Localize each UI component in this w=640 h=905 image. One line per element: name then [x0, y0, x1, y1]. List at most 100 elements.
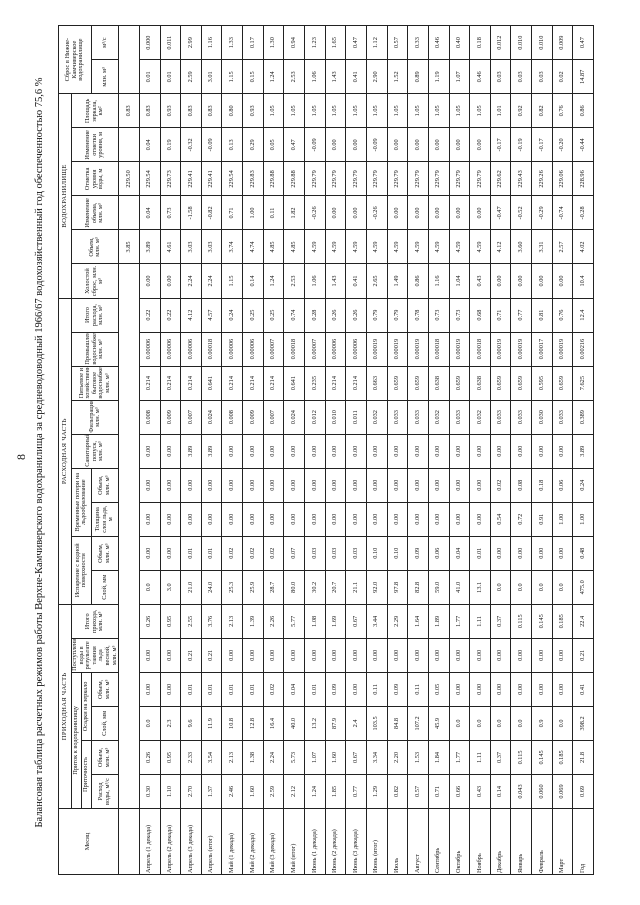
value-cell: 0.00006	[180, 332, 202, 367]
value-cell: 0.00	[407, 638, 429, 673]
value-cell: 1.19	[428, 59, 450, 94]
value-cell: 1.16	[428, 264, 450, 299]
value-cell: 13.1	[469, 570, 491, 605]
value-cell: 0.03	[325, 536, 346, 571]
value-cell: 0.00	[139, 502, 161, 537]
value-cell: 0.00	[242, 502, 264, 537]
value-cell: 21.8	[572, 740, 594, 775]
value-cell: 2.90	[366, 59, 388, 94]
value-cell: 0.033	[552, 400, 573, 435]
value-cell: 0.00	[428, 434, 450, 469]
value-cell: 0.05	[428, 672, 450, 707]
value-cell: 228.96	[572, 161, 594, 196]
value-cell: 0.00006	[221, 332, 243, 367]
value-cell: 0.00019	[449, 332, 470, 367]
table-row: Май (2 декада) 1.60 1.38 12.8 0.01 0.00 1.39 25…	[242, 25, 264, 875]
value-cell: 0.09	[325, 672, 346, 707]
value-cell: 0.00	[139, 672, 161, 707]
value-cell: -0.28	[572, 195, 594, 230]
value-cell: 0.74	[283, 298, 305, 333]
value-cell: 0.00	[428, 195, 450, 230]
value-cell: 229.62	[490, 161, 511, 196]
value-cell: 5.77	[283, 604, 305, 639]
value-cell: 1.82	[283, 195, 305, 230]
value-cell: 1.05	[469, 93, 491, 128]
value-cell: 103.5	[366, 706, 388, 741]
value-cell: 1.05	[428, 93, 450, 128]
value-cell: 0.67	[345, 740, 367, 775]
value-cell: 0.185	[552, 604, 573, 639]
value-cell: 0.00	[221, 638, 243, 673]
month-cell: Апрель (1 декада)	[139, 808, 161, 875]
value-cell: 0.00018	[283, 332, 305, 367]
value-cell: -0.09	[366, 127, 388, 162]
value-cell: 1.23	[304, 25, 326, 60]
value-cell: 0.93	[160, 93, 181, 128]
value-cell: 0.00017	[531, 332, 553, 367]
value-cell: 20.7	[325, 570, 346, 605]
table-row: Апрель (итог) 1.37 3.54 11.9 0.01 0.21 3.76 24.…	[201, 25, 222, 875]
value-cell: 0.00216	[572, 332, 594, 367]
month-cell: Январь	[510, 808, 532, 875]
value-cell: 229.79	[304, 161, 326, 196]
value-cell: 0.67	[345, 604, 367, 639]
value-cell: 0.012	[490, 25, 511, 60]
value-cell: 0.214	[160, 366, 181, 401]
value-cell: 0.00	[201, 468, 222, 503]
value-cell: 229.41	[180, 161, 202, 196]
value-cell: 0.00	[387, 638, 408, 673]
value-cell: 0.0	[552, 570, 573, 605]
value-cell: 0.01	[221, 672, 243, 707]
value-cell: 0.26	[345, 298, 367, 333]
value-cell: 1.43	[325, 264, 346, 299]
header-cell: Объем, млн. м³	[71, 229, 119, 264]
value-cell: 0.14	[490, 774, 511, 809]
value-cell: -0.20	[552, 127, 573, 162]
value-cell: -0.44	[572, 127, 594, 162]
value-cell: 0.011	[345, 400, 367, 435]
value-cell: 1.05	[304, 93, 326, 128]
value-cell: 0.659	[387, 366, 408, 401]
month-cell: Июнь (3 декада)	[345, 808, 367, 875]
value-cell: 1.10	[160, 774, 181, 809]
value-cell: 3.89	[572, 434, 594, 469]
value-cell: 1.11	[469, 740, 491, 775]
value-cell: 0.07	[283, 536, 305, 571]
header-row: Месяц ПРИХОДНАЯ ЧАСТЬ РАСХОДНАЯ ЧАСТЬ ВО…	[58, 25, 119, 875]
value-cell: 1.39	[242, 604, 264, 639]
value-cell: 4.59	[325, 229, 346, 264]
value-cell: 1.37	[201, 774, 222, 809]
value-cell: 0.46	[428, 25, 450, 60]
value-cell: 1.84	[428, 740, 450, 775]
value-cell: 0.00	[531, 434, 553, 469]
value-cell: 1.49	[387, 264, 408, 299]
month-cell: Ноябрь	[469, 808, 491, 875]
value-cell: 0.00	[510, 672, 532, 707]
value-cell: 0.00019	[366, 332, 388, 367]
value-cell: 0.82	[531, 93, 553, 128]
value-cell: 0.00	[531, 264, 553, 299]
value-cell: 0.00	[345, 468, 367, 503]
value-cell: 1.05	[407, 93, 429, 128]
value-cell: 0.00	[263, 638, 284, 673]
value-cell: -0.17	[531, 127, 553, 162]
value-cell: -0.52	[510, 195, 532, 230]
value-cell: 0.00	[345, 638, 367, 673]
value-cell: 229.79	[407, 161, 429, 196]
header-cell: Месяц	[58, 808, 119, 875]
value-cell: 0.00	[242, 638, 264, 673]
value-cell: 0.79	[366, 298, 388, 333]
value-cell: 0.00	[345, 502, 367, 537]
value-cell: 2.53	[283, 59, 305, 94]
value-cell: 0.03	[490, 59, 511, 94]
value-cell: 87.9	[325, 706, 346, 741]
value-cell: 0.11	[263, 195, 284, 230]
value-cell: 9.6	[180, 706, 202, 741]
value-cell: 0.40	[449, 25, 470, 60]
value-cell: 0.79	[387, 298, 408, 333]
value-cell: 12.4	[572, 298, 594, 333]
header-cell: Слой, мм	[91, 570, 119, 605]
value-cell: 4.61	[160, 229, 181, 264]
value-cell: 0.00006	[345, 332, 367, 367]
